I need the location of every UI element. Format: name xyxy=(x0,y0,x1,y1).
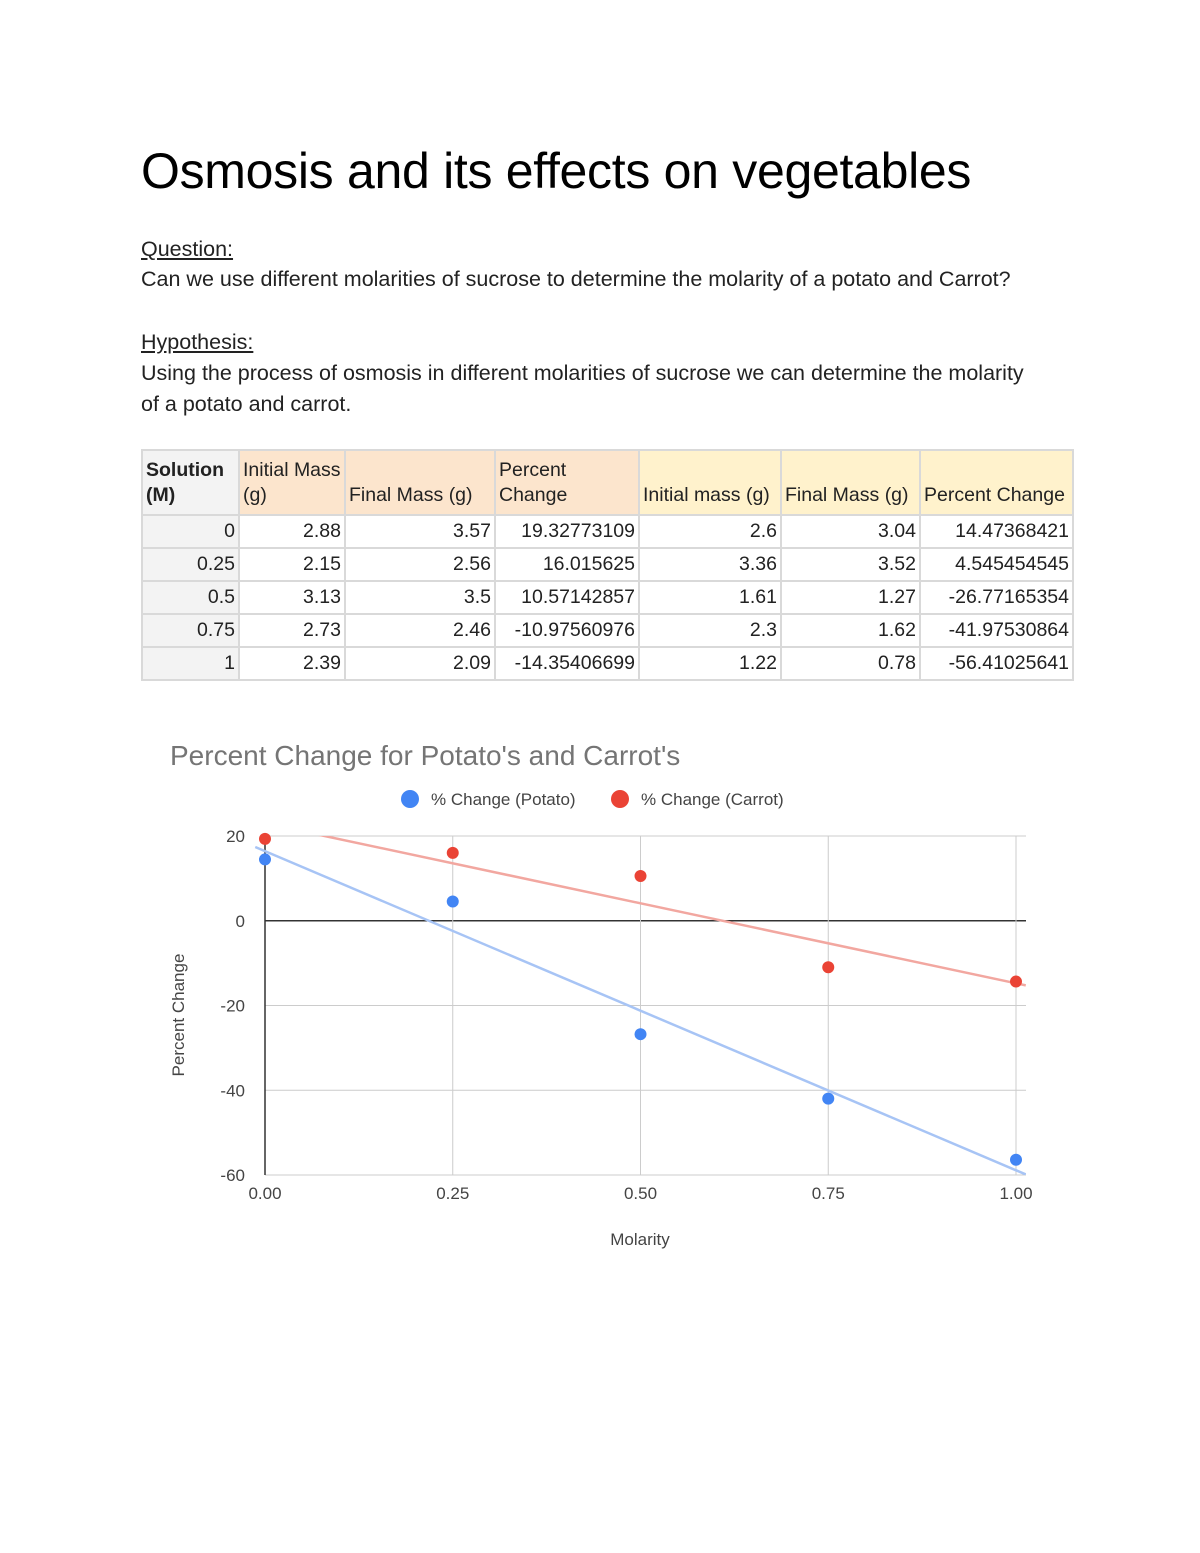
table-cell: 16.015625 xyxy=(494,547,640,582)
table-row: 0.25 2.15 2.56 16.015625 3.36 3.52 4.545454545 xyxy=(141,547,1074,582)
table-cell: 2.39 xyxy=(238,646,346,681)
data-point xyxy=(446,895,459,908)
table-cell: 1.22 xyxy=(638,646,782,681)
table-row: 0.75 2.73 2.46 -10.97560976 2.3 1.62 -41.97530… xyxy=(141,613,1074,648)
table-cell: 14.47368421 xyxy=(919,514,1074,549)
solution-cell: 0.25 xyxy=(141,547,240,582)
table-cell: 1.61 xyxy=(638,580,782,615)
data-table: Solution (M) Initial Mass (g) Final Mass… xyxy=(141,449,1074,681)
table-cell: 2.15 xyxy=(238,547,346,582)
header-cell: Percent Change xyxy=(919,449,1074,516)
data-point xyxy=(634,1028,647,1041)
y-axis-title: Percent Change xyxy=(169,954,188,1077)
data-point xyxy=(822,1092,835,1105)
question-label: Question: xyxy=(141,237,234,261)
table-cell: -14.35406699 xyxy=(494,646,640,681)
chart-title: Percent Change for Potato's and Carrot's xyxy=(170,740,680,771)
solution-cell: 1 xyxy=(141,646,240,681)
document-title: Osmosis and its effects on vegetables xyxy=(141,143,972,199)
solution-cell: 0 xyxy=(141,514,240,549)
table-cell: 3.36 xyxy=(638,547,782,582)
x-tick-label: 0.25 xyxy=(436,1184,469,1203)
y-tick-label: -40 xyxy=(220,1081,245,1100)
x-tick-label: 0.75 xyxy=(812,1184,845,1203)
trendline-0 xyxy=(254,845,1026,1175)
data-point xyxy=(259,853,271,866)
y-tick-label: -60 xyxy=(220,1166,245,1185)
table-cell: 3.57 xyxy=(344,514,496,549)
table-cell: 2.73 xyxy=(238,613,346,648)
solution-cell: 0.5 xyxy=(141,580,240,615)
table-cell: 19.32773109 xyxy=(494,514,640,549)
table-cell: -10.97560976 xyxy=(494,613,640,648)
hypothesis-text: Using the process of osmosis in differen… xyxy=(141,361,1024,416)
table-header-row: Solution (M) Initial Mass (g) Final Mass… xyxy=(141,449,1074,516)
table-cell: 2.56 xyxy=(344,547,496,582)
table-cell: 0.78 xyxy=(780,646,921,681)
table-row: 1 2.39 2.09 -14.35406699 1.22 0.78 -56.4102564… xyxy=(141,646,1074,681)
header-cell: Final Mass (g) xyxy=(344,449,496,516)
table-cell: 1.62 xyxy=(780,613,921,648)
header-cell: Initial mass (g) xyxy=(638,449,782,516)
header-cell: Solution (M) xyxy=(141,449,240,516)
y-tick-label: 20 xyxy=(226,827,245,846)
table-cell: 1.27 xyxy=(780,580,921,615)
table-cell: 3.04 xyxy=(780,514,921,549)
header-cell: Final Mass (g) xyxy=(780,449,921,516)
data-point xyxy=(634,869,647,882)
header-cell: Initial Mass (g) xyxy=(238,449,346,516)
table-cell: -26.77165354 xyxy=(919,580,1074,615)
data-point xyxy=(446,846,459,859)
table-cell: 2.6 xyxy=(638,514,782,549)
solution-cell: 0.75 xyxy=(141,613,240,648)
data-point xyxy=(1010,975,1022,988)
data-point xyxy=(822,961,835,974)
x-axis-title: Molarity xyxy=(610,1230,670,1249)
table-cell: 2.3 xyxy=(638,613,782,648)
header-cell: Percent Change xyxy=(494,449,640,516)
legend-label: % Change (Carrot) xyxy=(641,790,784,809)
table-cell: -41.97530864 xyxy=(919,613,1074,648)
table-cell: 4.545454545 xyxy=(919,547,1074,582)
x-tick-label: 0.50 xyxy=(624,1184,657,1203)
y-tick-label: 0 xyxy=(236,912,245,931)
table-row: 0 2.88 3.57 19.32773109 2.6 3.04 14.47368421 xyxy=(141,514,1074,549)
table-cell: 2.46 xyxy=(344,613,496,648)
x-tick-label: 1.00 xyxy=(999,1184,1032,1203)
table-cell: 2.09 xyxy=(344,646,496,681)
x-tick-label: 0.00 xyxy=(248,1184,281,1203)
data-point xyxy=(259,832,271,845)
trendline-1 xyxy=(318,836,1026,987)
y-tick-label: -20 xyxy=(220,997,245,1016)
table-cell: 10.57142857 xyxy=(494,580,640,615)
hypothesis-label: Hypothesis: xyxy=(141,330,254,354)
table-cell: 3.13 xyxy=(238,580,346,615)
legend-label: % Change (Potato) xyxy=(431,790,576,809)
question-text: Can we use different molarities of sucro… xyxy=(141,267,1011,291)
legend-marker-0 xyxy=(401,790,419,808)
table-cell: -56.41025641 xyxy=(919,646,1074,681)
table-cell: 3.52 xyxy=(780,547,921,582)
table-cell: 2.88 xyxy=(238,514,346,549)
legend-marker-1 xyxy=(611,790,629,808)
table-cell: 3.5 xyxy=(344,580,496,615)
data-point xyxy=(1010,1153,1022,1166)
table-row: 0.5 3.13 3.5 10.57142857 1.61 1.27 -26.7716535… xyxy=(141,580,1074,615)
